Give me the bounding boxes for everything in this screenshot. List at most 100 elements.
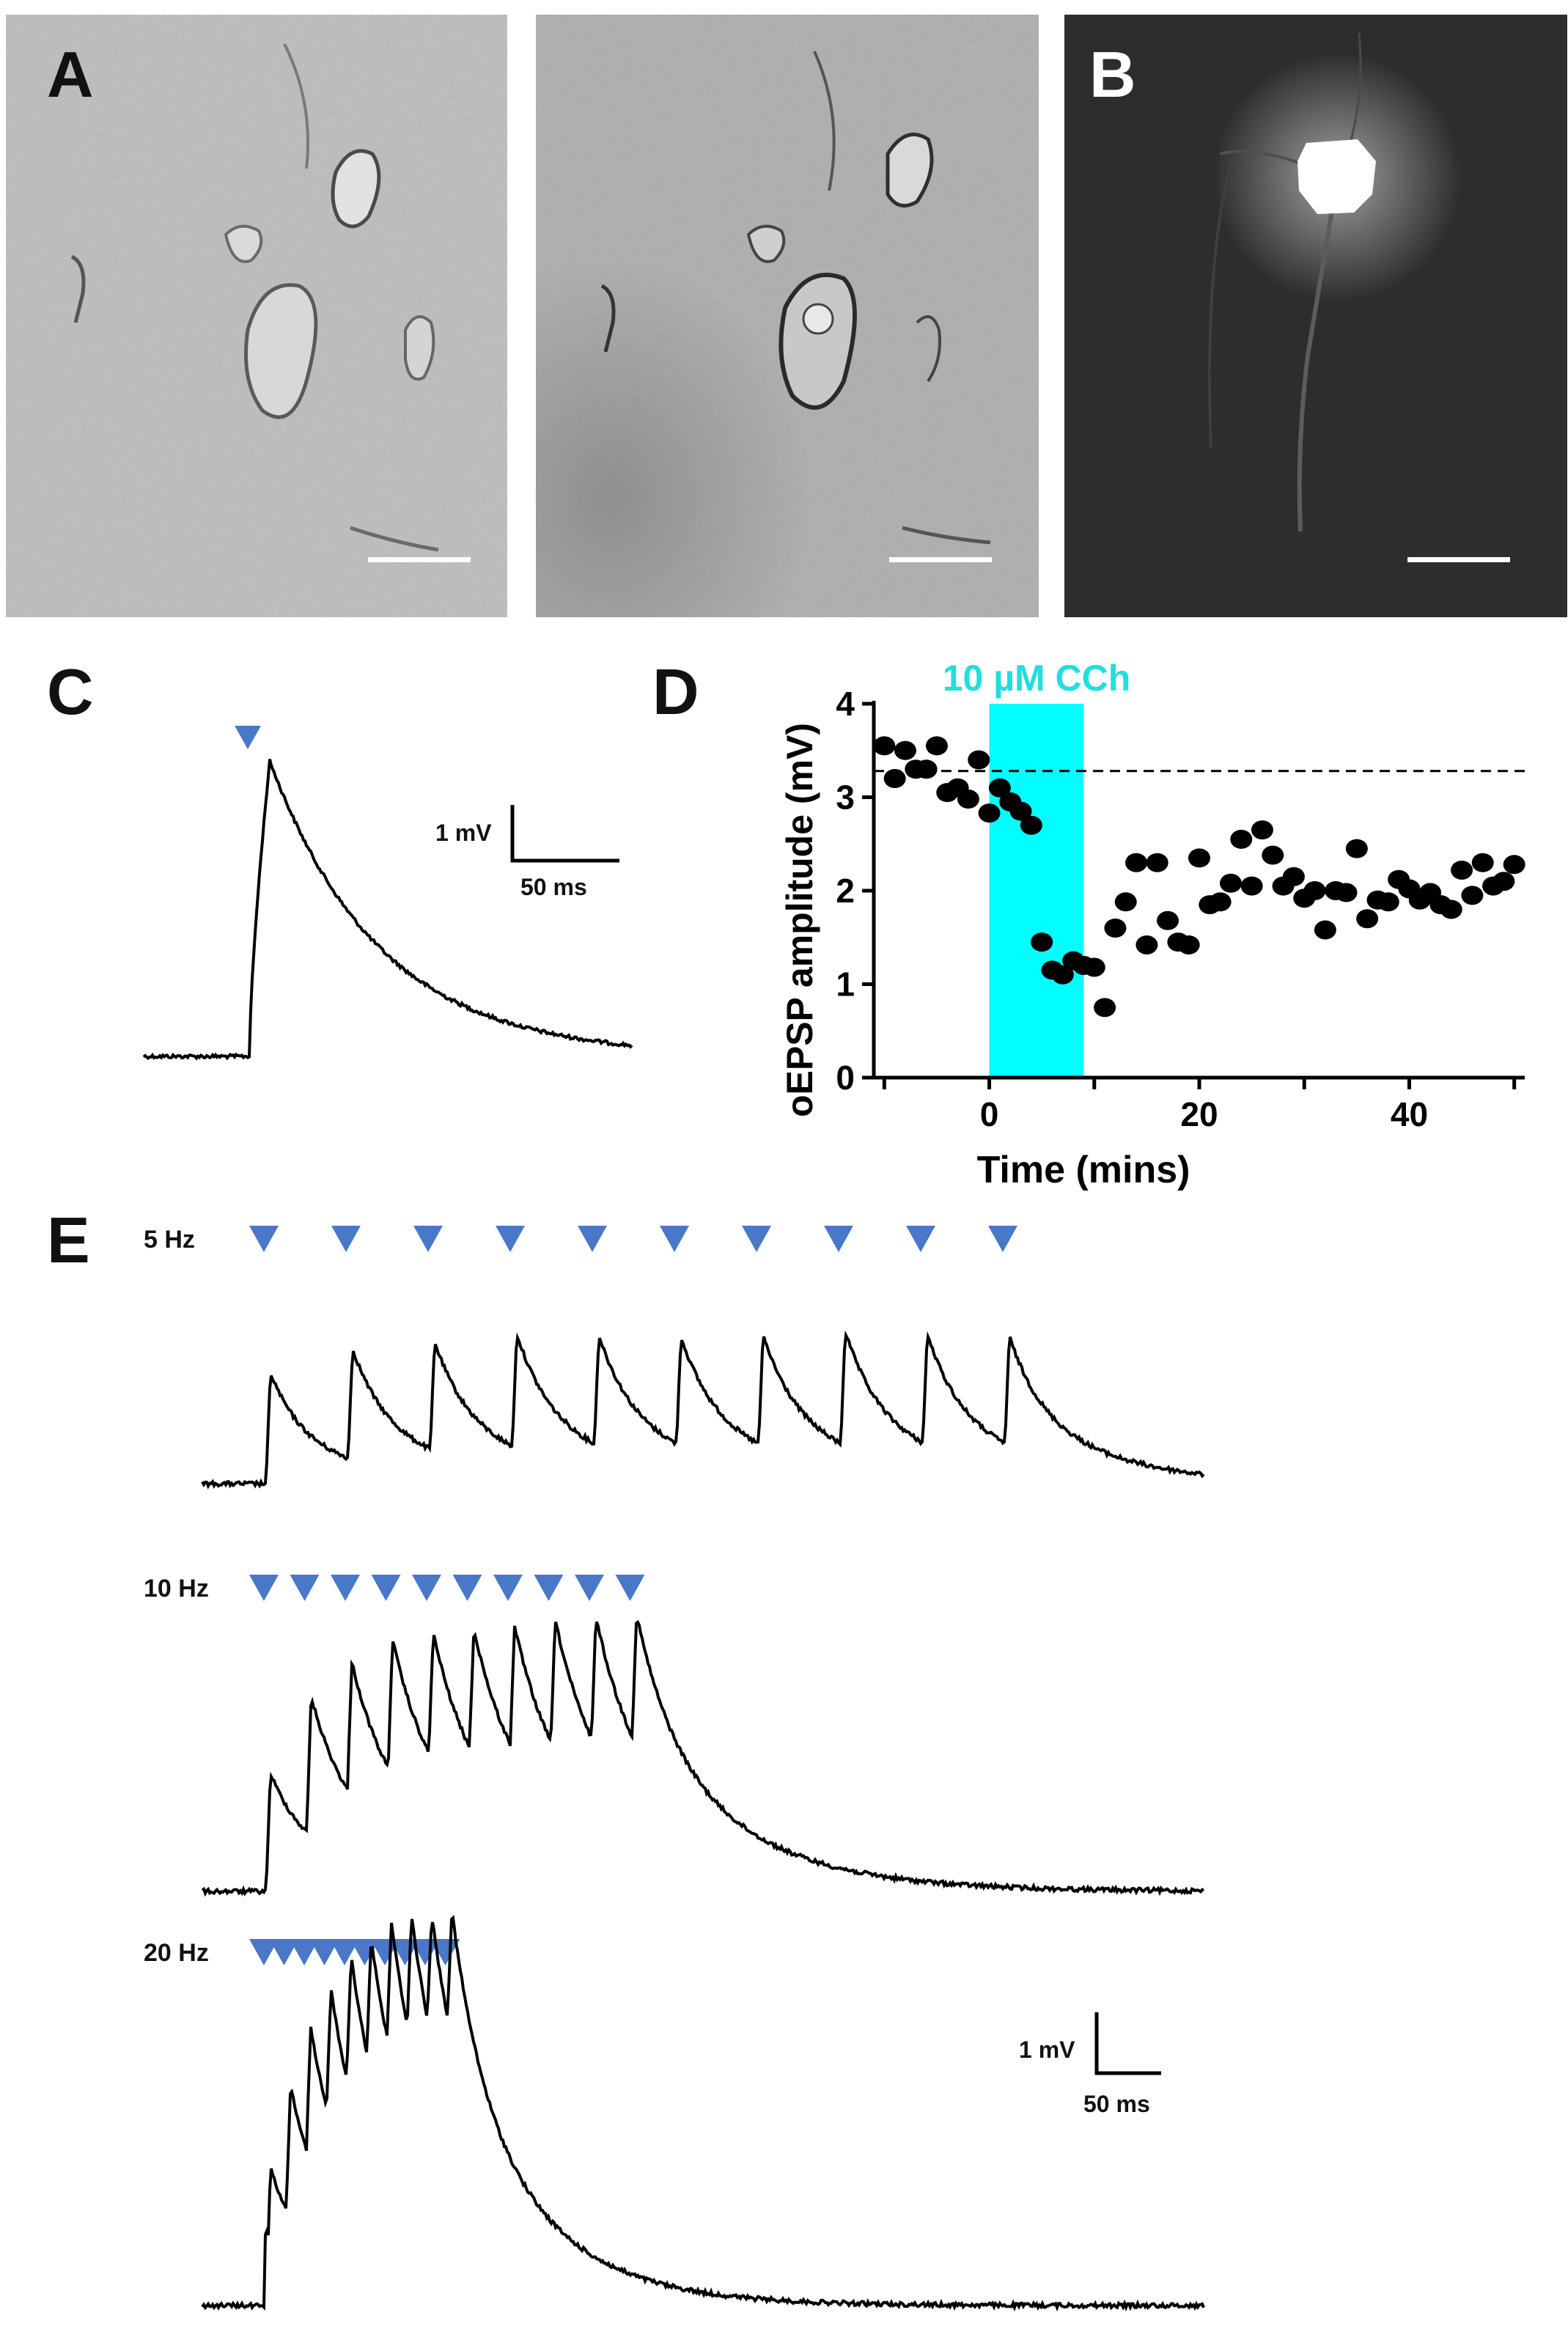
data-point	[1114, 892, 1137, 912]
data-point	[1125, 853, 1148, 872]
stim-marker-icon	[430, 1939, 460, 1965]
stim-marker-icon	[370, 1939, 400, 1965]
data-point	[894, 740, 916, 760]
data-point	[1188, 848, 1210, 868]
stim-marker-icon	[575, 1575, 604, 1601]
stim-marker-icon	[330, 1939, 359, 1965]
cch-application-bar	[989, 704, 1084, 1078]
data-point	[1461, 886, 1484, 905]
data-point	[1262, 845, 1284, 865]
data-point	[1335, 883, 1358, 902]
stim-marker-icon	[824, 1226, 853, 1252]
trace-5hz	[201, 1330, 1205, 1490]
data-point	[1451, 860, 1473, 880]
stim-marker-icon	[235, 726, 261, 749]
stim-marker-icon	[615, 1575, 645, 1601]
y-tick-label: 2	[836, 872, 855, 910]
data-point	[1345, 839, 1368, 858]
scale-bar-a	[368, 557, 471, 562]
data-point	[1031, 932, 1053, 952]
data-point	[1314, 920, 1336, 940]
stim-marker-icon	[249, 1575, 279, 1601]
data-point	[1051, 965, 1074, 985]
data-point	[1303, 881, 1326, 900]
data-point	[1146, 853, 1168, 872]
data-points	[873, 736, 1525, 1018]
scale-bar-middle	[889, 557, 992, 562]
scale-bar-c-voltage-label: 1 mV	[435, 820, 492, 846]
data-point	[883, 769, 906, 788]
data-point	[978, 803, 1001, 823]
panel-letter-e: E	[47, 1204, 90, 1276]
panel-letter-a: A	[47, 38, 94, 111]
x-axis-label: Time (mins)	[977, 1149, 1190, 1191]
data-point	[1209, 892, 1232, 912]
stim-marker-icon	[493, 1575, 523, 1601]
stim-marker-icon	[290, 1575, 320, 1601]
data-point	[1230, 829, 1253, 849]
x-tick-label: 40	[1391, 1095, 1428, 1133]
scale-bar-e-voltage-label: 1 mV	[1019, 2037, 1075, 2063]
x-tick-label: 0	[980, 1095, 999, 1133]
stim-marker-icon	[411, 1939, 440, 1965]
dic-image-middle-art	[536, 15, 1039, 617]
data-point	[1356, 909, 1379, 929]
stim-marker-icon	[350, 1939, 380, 1965]
trace-label-10hz: 10 Hz	[144, 1575, 209, 1603]
trace-10hz	[201, 1619, 1204, 1897]
x-tick-label: 20	[1180, 1095, 1218, 1133]
data-point	[1282, 867, 1305, 886]
data-point	[1020, 815, 1042, 835]
data-point	[1240, 876, 1263, 896]
panel-letter-c: C	[47, 655, 94, 728]
dic-image-left-art	[6, 15, 507, 617]
stim-marker-icon	[452, 1575, 482, 1601]
stim-markers	[249, 1226, 1017, 1965]
scale-bar-c-time-label: 50 ms	[520, 874, 587, 900]
stim-marker-icon	[578, 1226, 607, 1252]
dic-image-left	[6, 15, 507, 617]
data-point	[1083, 957, 1105, 977]
y-axis-label: oEPSP amplitude (mV)	[779, 723, 820, 1117]
y-tick-label: 1	[836, 965, 855, 1004]
stim-marker-icon	[660, 1226, 689, 1252]
stim-marker-icon	[331, 1226, 361, 1252]
data-point	[1471, 853, 1494, 872]
data-point	[1177, 935, 1200, 954]
data-point	[1503, 855, 1525, 875]
panel-letter-b: B	[1089, 38, 1136, 111]
stim-marker-icon	[290, 1939, 319, 1965]
trace-label-5hz: 5 Hz	[144, 1226, 195, 1254]
data-point	[1094, 998, 1116, 1018]
stim-marker-icon	[496, 1226, 525, 1252]
stim-marker-icon	[331, 1575, 360, 1601]
fluorescence-image	[1064, 15, 1567, 617]
data-point	[1157, 910, 1179, 930]
data-point	[915, 759, 938, 779]
stim-marker-icon	[988, 1226, 1017, 1252]
stim-marker-icon	[249, 1939, 279, 1965]
trace-20hz	[201, 1915, 1205, 2312]
stim-marker-icon	[390, 1939, 420, 1965]
stim-marker-icon	[413, 1226, 443, 1252]
trace-c	[142, 759, 633, 1061]
data-point	[925, 736, 948, 756]
y-tick-label: 0	[836, 1059, 855, 1097]
data-point	[1104, 919, 1127, 938]
data-point	[1440, 899, 1462, 919]
stim-marker-icon	[534, 1575, 564, 1601]
trace-label-20hz: 20 Hz	[144, 1939, 209, 1967]
panel-letter-d: D	[652, 655, 699, 728]
stim-marker-icon	[742, 1226, 771, 1252]
data-point	[1219, 873, 1242, 893]
cch-label: 10 µM CCh	[943, 658, 1131, 699]
dic-image-middle	[536, 15, 1039, 617]
stim-marker-icon	[269, 1939, 299, 1965]
data-point	[988, 778, 1011, 798]
data-point	[1251, 820, 1273, 840]
stim-marker-icon	[309, 1939, 339, 1965]
